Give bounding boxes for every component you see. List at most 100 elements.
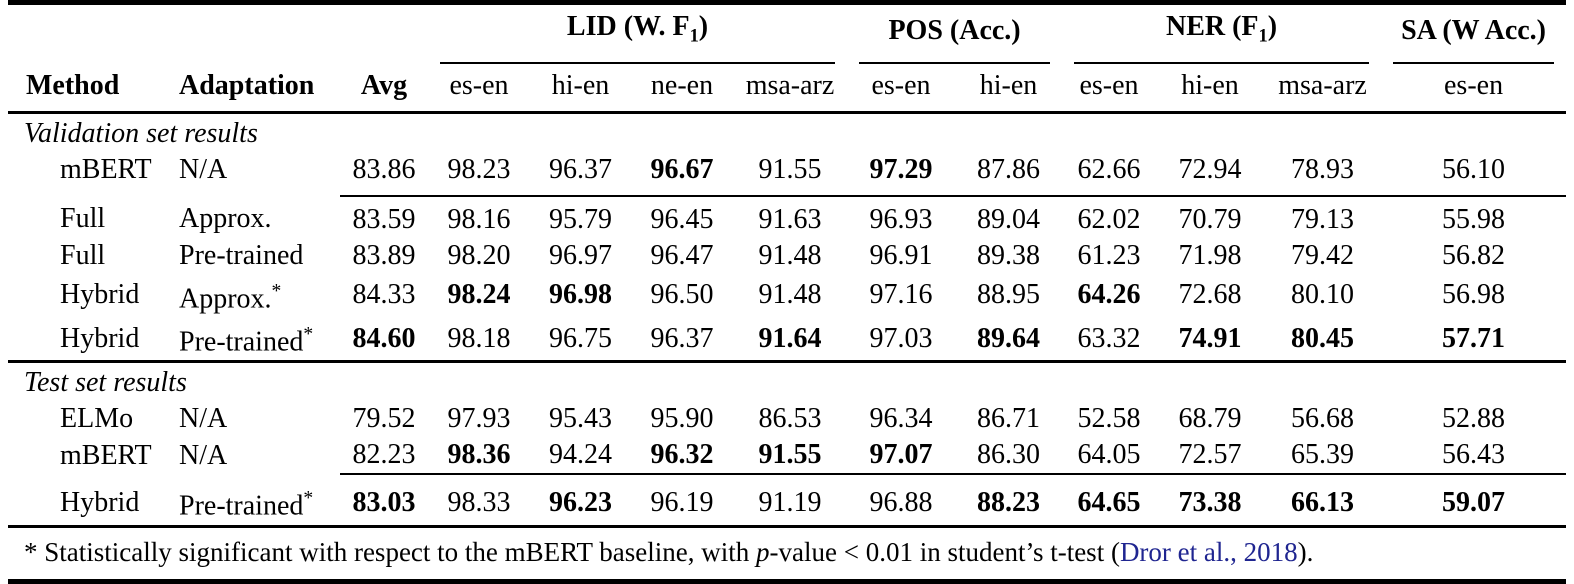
value-cell: 96.97 [549, 239, 612, 271]
method-cell: Hybrid [60, 486, 140, 518]
value-cell: 91.64 [758, 322, 822, 354]
value-cell: 79.42 [1291, 239, 1355, 271]
value-cell: 96.75 [549, 322, 612, 354]
value-cell: 96.50 [650, 279, 714, 311]
column-header-adaptation: Adaptation [179, 69, 315, 101]
value-cell: 82.23 [352, 439, 416, 471]
value-cell: 89.38 [977, 239, 1041, 271]
adaptation-cell: Approx.* [179, 280, 282, 314]
value-cell: 98.18 [447, 322, 511, 354]
value-cell: 83.03 [340, 473, 428, 527]
value-cell: 98.16 [447, 203, 511, 235]
value-cell: 71.98 [1178, 239, 1242, 271]
significance-asterisk: * [271, 280, 282, 302]
significance-asterisk: * [303, 323, 314, 345]
group-header-sa: SA (W Acc.) [1381, 3, 1566, 64]
footnote-row: * Statistically significant with respect… [8, 526, 1566, 581]
value-cell: 96.98 [549, 279, 612, 311]
column-header-method: Method [26, 69, 120, 101]
value-cell: 55.98 [1442, 203, 1506, 235]
value-cell: 84.60 [352, 322, 416, 354]
value-cell: 95.90 [650, 403, 714, 435]
value-cell: 86.53 [758, 403, 822, 435]
value-cell: 95.43 [549, 403, 612, 435]
paper-page: LID (W. F1) POS (Acc.) NER (F1) SA (W Ac… [8, 0, 1567, 584]
value-cell: 88.23 [955, 473, 1063, 527]
group-label-close: ) [1267, 11, 1278, 42]
value-cell: 56.43 [1442, 439, 1506, 471]
value-cell: 79.13 [1291, 203, 1355, 235]
table-row: Hybrid Pre-trained* 84.60 98.18 96.75 96.37 91… [8, 317, 1566, 362]
table-row: Hybrid Approx.* 84.33 98.24 96.98 96.50 91.48 9… [8, 274, 1566, 317]
method-cell: mBERT [60, 439, 152, 471]
value-cell: 59.07 [1381, 473, 1567, 527]
value-cell: 98.20 [447, 239, 511, 271]
column-header-pos-hi-en: hi-en [979, 69, 1038, 101]
value-cell: 56.98 [1442, 279, 1506, 311]
value-cell: 96.37 [650, 322, 714, 354]
value-cell: 97.03 [869, 322, 933, 354]
value-cell: 96.47 [650, 239, 714, 271]
value-cell: 57.71 [1442, 322, 1506, 354]
value-cell: 65.39 [1291, 439, 1355, 471]
table-row: ELMo N/A 79.52 97.93 95.43 95.90 86.53 96.34 86.… [8, 401, 1566, 437]
method-cell: mBERT [60, 154, 152, 186]
test-section: Test set results ELMo N/A 79.52 97.93 95.43 95… [8, 362, 1567, 527]
column-header-lid-hi-en: hi-en [551, 69, 610, 101]
value-cell: 96.19 [631, 473, 733, 527]
value-cell: 68.79 [1178, 403, 1242, 435]
value-cell: 97.07 [869, 439, 933, 471]
group-header-row: LID (W. F1) POS (Acc.) NER (F1) SA (W Ac… [8, 3, 1566, 64]
value-cell: 84.33 [352, 279, 416, 311]
value-cell: 95.79 [549, 203, 612, 235]
footnote-text: -value < 0.01 in student’s t-test ( [769, 536, 1120, 567]
column-header-ner-msa-arz: msa-arz [1278, 69, 1367, 101]
column-header-avg: Avg [360, 69, 408, 101]
value-cell: 62.02 [1077, 203, 1141, 235]
value-cell: 91.48 [758, 239, 822, 271]
value-cell: 87.86 [955, 151, 1063, 197]
value-cell: 96.88 [847, 473, 956, 527]
value-cell: 62.66 [1062, 151, 1157, 197]
validation-section: Validation set results mBERT N/A 83.86 98.23… [8, 112, 1567, 362]
value-cell: 83.86 [340, 151, 428, 197]
value-cell: 91.48 [758, 279, 822, 311]
value-cell: 63.32 [1077, 322, 1141, 354]
column-header-pos-es-en: es-en [871, 69, 931, 101]
value-cell: 52.58 [1077, 403, 1141, 435]
value-cell: 91.55 [758, 439, 822, 471]
column-header-ner-es-en: es-en [1079, 69, 1139, 101]
header-spacer [8, 3, 428, 64]
adaptation-cell: N/A [179, 439, 228, 471]
value-cell: 97.93 [447, 403, 511, 435]
value-cell: 80.45 [1291, 322, 1355, 354]
subscript: 1 [689, 25, 699, 46]
group-header-ner: NER (F1) [1062, 3, 1381, 64]
method-cell: Full [60, 239, 106, 271]
table-row: Hybrid Pre-trained* 83.03 98.33 96.23 96.19 91… [8, 473, 1567, 527]
value-cell: 96.37 [530, 151, 631, 197]
value-cell: 97.29 [847, 151, 956, 197]
group-label: POS (Acc.) [888, 15, 1021, 47]
value-cell: 98.24 [447, 279, 511, 311]
adaptation-cell: Pre-trained* [179, 488, 314, 522]
table-row: mBERT N/A 83.86 98.23 96.37 96.67 91.55 97.29 87… [8, 151, 1567, 197]
method-cell: ELMo [60, 403, 134, 435]
value-cell: 73.38 [1156, 473, 1265, 527]
value-cell: 72.94 [1156, 151, 1265, 197]
value-cell: 91.19 [733, 473, 848, 527]
value-cell: 86.71 [977, 403, 1041, 435]
value-cell: 78.93 [1264, 151, 1382, 197]
value-cell: 64.26 [1077, 279, 1141, 311]
column-header-lid-ne-en: ne-en [650, 69, 714, 101]
adaptation-cell: N/A [179, 403, 228, 435]
value-cell: 56.10 [1381, 151, 1567, 197]
value-cell: 91.55 [733, 151, 848, 197]
citation-link[interactable]: Dror et al., 2018 [1119, 536, 1298, 567]
value-cell: 64.05 [1077, 439, 1141, 471]
results-table: LID (W. F1) POS (Acc.) NER (F1) SA (W Ac… [8, 0, 1567, 584]
column-header-lid-es-en: es-en [449, 69, 509, 101]
value-cell: 97.16 [869, 279, 933, 311]
value-cell: 89.04 [977, 203, 1041, 235]
value-cell: 72.68 [1178, 279, 1242, 311]
